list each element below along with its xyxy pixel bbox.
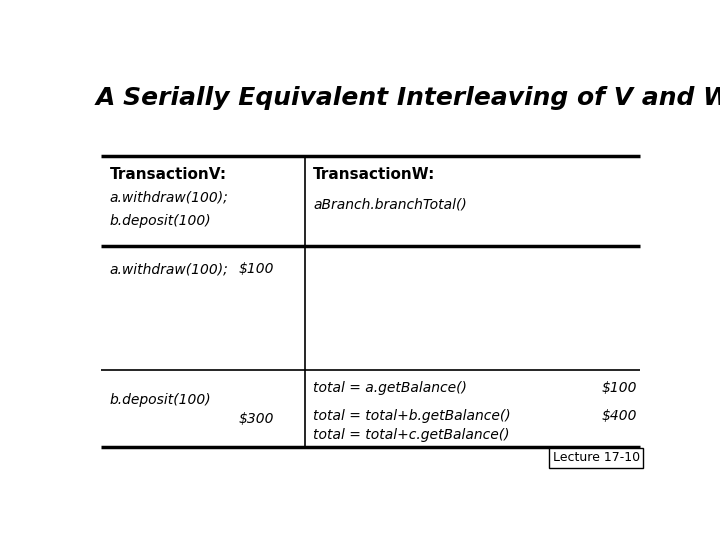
Text: TransactionW:: TransactionW: <box>313 167 436 181</box>
Text: Lecture 17-10: Lecture 17-10 <box>552 451 639 464</box>
Text: a.withdraw(100);: a.withdraw(100); <box>109 191 228 204</box>
Text: aBranch.branchTotal(): aBranch.branchTotal() <box>313 198 467 212</box>
Text: $400: $400 <box>601 409 637 423</box>
Text: b.deposit(100): b.deposit(100) <box>109 214 211 228</box>
Text: $300: $300 <box>238 412 274 426</box>
Text: total = a.getBalance(): total = a.getBalance() <box>313 381 467 395</box>
Text: total = total+c.getBalance(): total = total+c.getBalance() <box>313 428 510 442</box>
Text: total = total+b.getBalance(): total = total+b.getBalance() <box>313 409 510 423</box>
Text: b.deposit(100): b.deposit(100) <box>109 393 211 407</box>
Text: $100: $100 <box>601 381 637 395</box>
Text: $100: $100 <box>238 262 274 276</box>
Text: a.withdraw(100);: a.withdraw(100); <box>109 262 228 276</box>
Text: A Serially Equivalent Interleaving of V and W: A Serially Equivalent Interleaving of V … <box>96 85 720 110</box>
Text: TransactionV:: TransactionV: <box>109 167 227 181</box>
